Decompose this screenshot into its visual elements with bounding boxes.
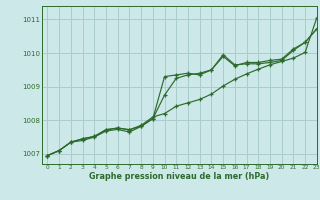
X-axis label: Graphe pression niveau de la mer (hPa): Graphe pression niveau de la mer (hPa) bbox=[89, 172, 269, 181]
